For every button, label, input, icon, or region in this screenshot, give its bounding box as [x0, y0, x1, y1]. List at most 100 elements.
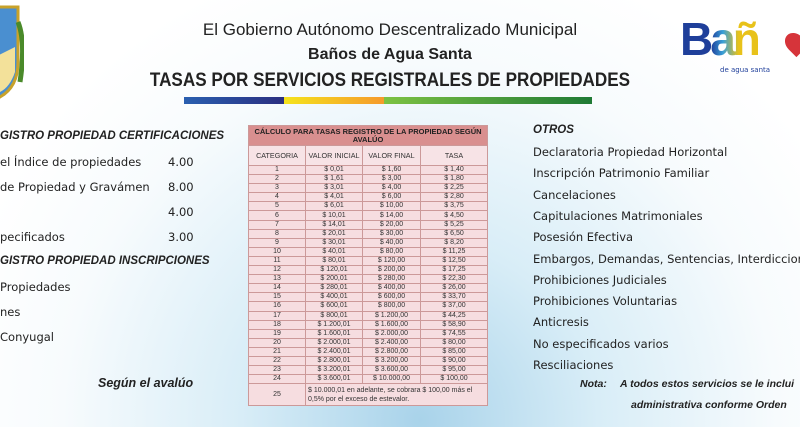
table-row: 2 $ 1,61 $ 3,00 $ 1,80 [248, 174, 488, 185]
cell-valor-inicial: $ 1,61 [305, 174, 363, 185]
cell-valor-final: $ 80,00 [362, 246, 421, 257]
cell-valor-inicial: $ 800,01 [305, 310, 363, 321]
cell-tasa: $ 2,25 [420, 183, 488, 194]
cell-valor-final: $ 400,00 [362, 283, 421, 294]
cell-valor-final: $ 1.200,00 [362, 310, 421, 321]
cell-valor-final: $ 280,00 [362, 274, 421, 285]
cell-tasa: $ 100,00 [420, 374, 488, 385]
cell-valor-final: $ 3.600,00 [362, 365, 421, 376]
cell-categoria: 1 [248, 164, 306, 176]
cell-tasa: $ 44,25 [420, 310, 488, 321]
table-row: 15 $ 400,01 $ 600,00 $ 33,70 [248, 292, 488, 303]
cell-valor-inicial: $ 80,01 [305, 255, 363, 267]
cell-valor-final: $ 2.800,00 [362, 346, 421, 357]
cell-tasa: $ 85,00 [420, 346, 488, 357]
cell-tasa: $ 4,50 [420, 210, 488, 221]
table-row: 3 $ 3,01 $ 4,00 $ 2,25 [248, 183, 488, 194]
col-header-categoria: CATEGORIA [248, 145, 306, 166]
cell-valor-inicial: $ 3.200,01 [305, 365, 363, 376]
cell-tasa: $ 8,20 [420, 237, 488, 248]
table-row: 6 $ 10,01 $ 14,00 $ 4,50 [248, 210, 488, 221]
otros-item: Cancelaciones [533, 187, 616, 202]
cell-valor-final: $ 4,00 [362, 183, 421, 194]
table-row: 25 $ 10.000,01 en adelante, se cobrara $… [248, 383, 488, 407]
table-row: 20 $ 2.000,01 $ 2.400,00 $ 80,00 [248, 337, 488, 348]
cell-categoria: 10 [248, 246, 306, 257]
cell-valor-final: $ 40,00 [362, 237, 421, 248]
col-header-tasa: TASA [420, 145, 488, 166]
otros-item: Embargos, Demandas, Sentencias, Interdic… [533, 251, 800, 266]
cell-categoria: 13 [248, 274, 306, 285]
cell-categoria: 21 [248, 346, 306, 357]
cell-tasa: $ 37,00 [420, 301, 488, 312]
cell-tasa: $ 33,70 [420, 292, 488, 303]
cell-valor-inicial: $ 20,01 [305, 228, 363, 239]
cell-valor-final: $ 2.400,00 [362, 337, 421, 348]
cell-categoria: 14 [248, 283, 306, 294]
cell-tasa: $ 2,80 [420, 192, 488, 203]
municipal-shield-logo [0, 2, 26, 102]
cell-valor-final: $ 30,00 [362, 228, 421, 239]
stripe-green [384, 97, 592, 104]
cell-valor-inicial: $ 40,01 [305, 246, 363, 257]
otros-item: Declaratoria Propiedad Horizontal [533, 145, 728, 159]
table-row: 11 $ 80,01 $ 120,00 $ 12,50 [248, 255, 488, 267]
cell-tasa: $ 12,50 [420, 255, 488, 267]
cell-valor-final: $ 2.000,00 [362, 328, 421, 339]
page-title: TASAS POR SERVICIOS REGISTRALES DE PROPI… [149, 70, 631, 91]
cell-valor-final: $ 600,00 [362, 292, 421, 303]
otros-heading: OTROS [533, 124, 574, 136]
header-line2: Baños de Agua Santa [308, 46, 472, 63]
table-row: 1 $ 0,01 $ 1,60 $ 1,40 [248, 164, 488, 176]
cell-valor-final: $ 10,00 [362, 201, 421, 212]
cell-valor-final: $ 1.600,00 [362, 319, 421, 330]
table-row: 21 $ 2.400,01 $ 2.800,00 $ 85,00 [248, 346, 488, 357]
cell-tasa: $ 90,00 [420, 355, 488, 367]
cell-valor-final: $ 6,00 [362, 192, 421, 203]
cell-tasa: $ 1,80 [420, 174, 488, 185]
logo-subtitle: de agua santa [720, 66, 771, 74]
table-row: 8 $ 20,01 $ 30,00 $ 6,50 [248, 228, 488, 239]
table-row: 7 $ 14,01 $ 20,00 $ 5,25 [248, 219, 488, 230]
cell-valor-inicial: $ 1.600,01 [305, 328, 363, 339]
cert-heading: GISTRO PROPIEDAD CERTIFICACIONES [0, 130, 225, 142]
otros-item: Anticresis [533, 315, 589, 330]
cell-valor-inicial: $ 2.800,01 [305, 355, 363, 367]
table-row: 24 $ 3.600,01 $ 10.000,00 $ 100,00 [248, 374, 488, 385]
cell-categoria: 9 [248, 237, 306, 248]
fee-table: CÁLCULO PARA TASAS REGISTRO DE LA PROPIE… [248, 125, 488, 407]
cell-valor-inicial: $ 3.600,01 [305, 374, 363, 385]
cell-last-row-text: $ 10.000,01 en adelante, se cobrara $ 10… [305, 383, 488, 407]
cell-tasa: $ 22,30 [420, 274, 488, 285]
cell-categoria: 24 [248, 374, 306, 385]
cell-valor-inicial: $ 6,01 [305, 201, 363, 212]
cell-categoria: 16 [248, 301, 306, 312]
cell-valor-inicial: $ 3,01 [305, 183, 363, 194]
cert-item-label: el Índice de propiedades [0, 155, 142, 169]
cell-valor-inicial: $ 14,01 [305, 219, 363, 230]
cell-categoria: 15 [248, 292, 306, 303]
cell-valor-final: $ 120,00 [362, 255, 421, 267]
cell-tasa: $ 17,25 [420, 265, 488, 276]
cell-valor-final: $ 3,00 [362, 174, 421, 185]
cell-valor-inicial: $ 1.200,01 [305, 319, 363, 330]
cell-categoria: 25 [248, 383, 306, 407]
otros-item: Prohibiciones Judiciales [533, 272, 667, 287]
cell-categoria: 11 [248, 255, 306, 267]
cell-categoria: 2 [248, 174, 306, 185]
cell-tasa: $ 11,25 [420, 246, 488, 257]
cell-tasa: $ 26,00 [420, 283, 488, 294]
cert-item-value: 8.00 [168, 180, 194, 194]
table-caption: CÁLCULO PARA TASAS REGISTRO DE LA PROPIE… [248, 125, 488, 146]
table-row: 9 $ 30,01 $ 40,00 $ 8,20 [248, 237, 488, 248]
table-row: 13 $ 200,01 $ 280,00 $ 22,30 [248, 274, 488, 285]
cell-tasa: $ 80,00 [420, 337, 488, 348]
otros-item: Prohibiciones Voluntarias [533, 294, 678, 309]
otros-item: Inscripción Patrimonio Familiar [533, 166, 710, 181]
cell-tasa: $ 95,00 [420, 365, 488, 376]
header-line1: El Gobierno Autónomo Descentralizado Mun… [202, 20, 578, 39]
otros-item: Capitulaciones Matrimoniales [533, 208, 703, 223]
cell-valor-final: $ 800,00 [362, 301, 421, 312]
banos-logo: Bañ de agua santa [680, 13, 800, 80]
cell-valor-inicial: $ 30,01 [305, 237, 363, 248]
